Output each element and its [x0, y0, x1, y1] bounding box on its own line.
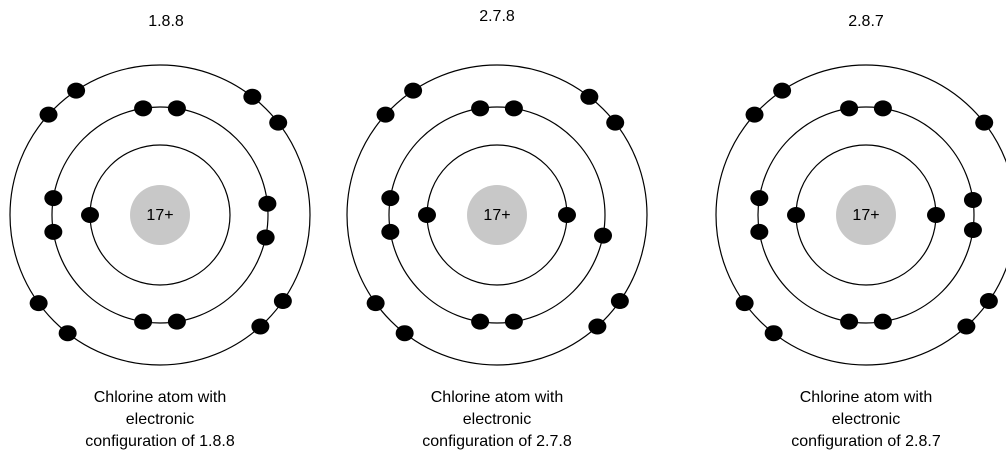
electron	[381, 224, 399, 240]
electron	[980, 293, 998, 309]
electron	[964, 222, 982, 238]
electron	[44, 224, 62, 240]
electron	[168, 314, 186, 330]
electron	[381, 190, 399, 206]
nucleus-label: 17+	[483, 207, 510, 224]
electron	[773, 83, 791, 99]
electron	[927, 207, 945, 223]
electron	[580, 89, 598, 105]
caption-line: configuration of 2.8.7	[791, 433, 941, 450]
diagram: 1.8.8 17+ Chlorine atom with electronic conf…	[0, 0, 1006, 467]
electron	[404, 83, 422, 99]
electron	[81, 207, 99, 223]
electron	[588, 318, 606, 334]
electron	[30, 295, 48, 311]
electron	[840, 100, 858, 116]
electron	[418, 207, 436, 223]
electron	[471, 100, 489, 116]
electron	[874, 314, 892, 330]
electron	[736, 295, 754, 311]
atom: 2.7.8 17+ Chlorine atom with electronic conf…	[347, 8, 647, 450]
electron	[840, 314, 858, 330]
electron	[134, 314, 152, 330]
electron	[750, 190, 768, 206]
electron	[367, 295, 385, 311]
atom: 1.8.8 17+ Chlorine atom with electronic conf…	[10, 13, 310, 450]
nucleus-label: 17+	[146, 207, 173, 224]
electron	[957, 318, 975, 334]
electron	[606, 115, 624, 131]
electron	[505, 100, 523, 116]
atom: 2.8.7 17+ Chlorine atom with electronic conf…	[716, 13, 1006, 450]
caption-line: electronic	[463, 411, 531, 428]
caption-line: configuration of 1.8.8	[85, 433, 235, 450]
electron	[765, 325, 783, 341]
electron	[558, 207, 576, 223]
electron	[787, 207, 805, 223]
electron	[396, 325, 414, 341]
electron	[611, 293, 629, 309]
nucleus-label: 17+	[852, 207, 879, 224]
electron	[67, 83, 85, 99]
electron	[257, 229, 275, 245]
electron	[750, 224, 768, 240]
electron	[874, 100, 892, 116]
electron	[44, 190, 62, 206]
electron	[40, 107, 58, 123]
caption-line: configuration of 2.7.8	[422, 433, 572, 450]
electron	[168, 100, 186, 116]
atom-title: 1.8.8	[148, 13, 184, 30]
atom-title: 2.8.7	[848, 13, 884, 30]
caption-line: electronic	[126, 411, 194, 428]
caption-line: Chlorine atom with	[431, 389, 564, 406]
caption-line: Chlorine atom with	[800, 389, 933, 406]
electron	[59, 325, 77, 341]
electron	[505, 314, 523, 330]
electron	[258, 196, 276, 212]
caption-line: electronic	[832, 411, 900, 428]
electron	[377, 107, 395, 123]
caption-line: Chlorine atom with	[94, 389, 227, 406]
electron	[251, 318, 269, 334]
electron	[243, 89, 261, 105]
electron	[471, 314, 489, 330]
electron	[134, 100, 152, 116]
electron	[964, 192, 982, 208]
electron	[746, 107, 764, 123]
atom-title: 2.7.8	[479, 8, 515, 25]
electron	[975, 115, 993, 131]
electron	[274, 293, 292, 309]
electron	[269, 115, 287, 131]
electron	[594, 228, 612, 244]
